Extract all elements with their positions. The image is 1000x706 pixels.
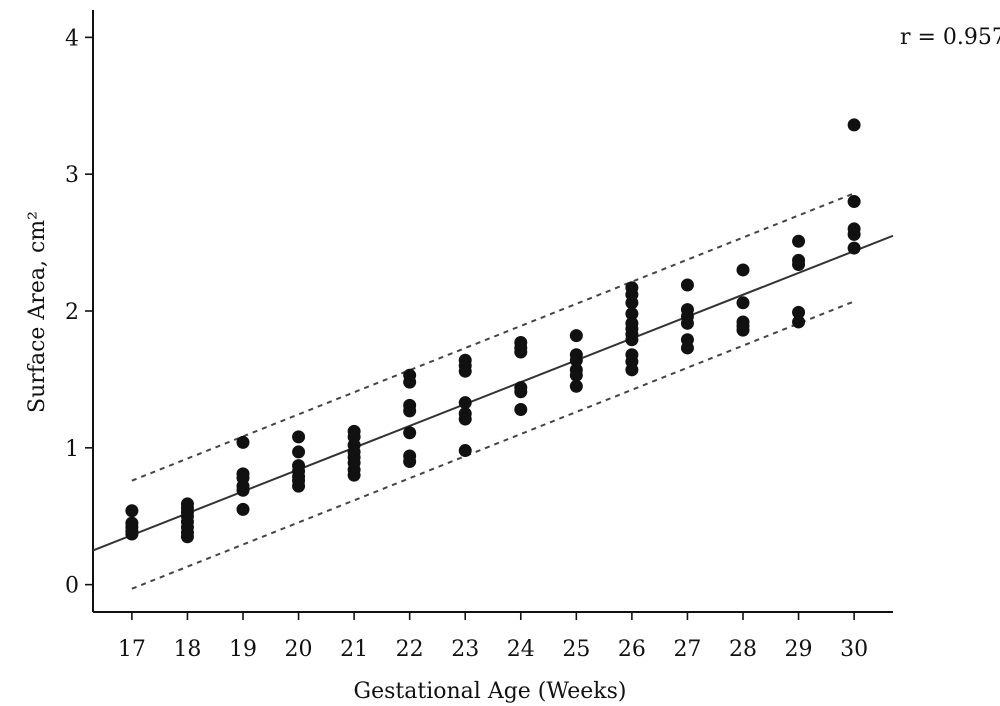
data-point (514, 385, 528, 399)
regression-line (92, 234, 894, 552)
x-tick-label: 29 (785, 637, 813, 662)
y-tick-label: 1 (65, 437, 79, 462)
data-point (847, 227, 861, 241)
regression-lines (92, 192, 894, 590)
x-tick-label: 25 (562, 637, 590, 662)
y-tick-label: 3 (65, 163, 79, 188)
data-point (514, 345, 528, 359)
x-tick-label: 19 (229, 637, 257, 662)
data-point (236, 435, 250, 449)
data-point (569, 329, 583, 343)
data-point (625, 307, 639, 321)
data-point (458, 364, 472, 378)
data-point (847, 241, 861, 255)
data-point (736, 296, 750, 310)
x-tick-label: 23 (451, 637, 479, 662)
data-point (625, 363, 639, 377)
data-point (292, 445, 306, 459)
y-axis-title: Surface Area, cm² (25, 211, 50, 413)
data-point (736, 323, 750, 337)
x-axis-title: Gestational Age (Weeks) (354, 679, 627, 704)
data-point (292, 430, 306, 444)
x-tick-label: 30 (840, 637, 868, 662)
data-point (792, 257, 806, 271)
data-point (403, 426, 417, 440)
data-point (403, 404, 417, 418)
data-point (125, 527, 139, 541)
data-point (847, 118, 861, 132)
data-point (514, 403, 528, 417)
x-tick-label: 20 (285, 637, 313, 662)
y-ticks: 0 1 2 3 4 (65, 26, 93, 599)
x-tick-label: 17 (118, 637, 146, 662)
data-points (125, 118, 861, 544)
data-point (458, 396, 472, 410)
data-point (458, 444, 472, 458)
plot-frame (92, 10, 893, 613)
data-point (403, 375, 417, 389)
data-point (569, 379, 583, 393)
data-point (403, 455, 417, 468)
data-point (569, 353, 583, 367)
data-point (792, 305, 806, 319)
data-point (625, 296, 639, 310)
data-point (625, 333, 639, 347)
x-tick-label: 24 (507, 637, 535, 662)
data-point (847, 195, 861, 209)
correlation-annotation: r = 0.957 (900, 25, 1000, 50)
data-point (125, 504, 139, 518)
data-point (736, 263, 750, 277)
x-ticks: 17 18 19 20 21 22 23 24 25 26 27 28 29 30 (118, 612, 868, 662)
x-tick-label: 18 (173, 637, 201, 662)
data-point (347, 468, 361, 482)
data-point (680, 278, 694, 292)
x-tick-label: 27 (673, 637, 701, 662)
y-tick-label: 0 (65, 574, 79, 599)
data-point (292, 479, 306, 493)
x-tick-label: 21 (340, 637, 368, 662)
x-tick-label: 28 (729, 637, 757, 662)
x-tick-label: 26 (618, 637, 646, 662)
x-tick-label: 22 (396, 637, 424, 662)
data-point (792, 234, 806, 248)
data-point (458, 412, 472, 426)
y-tick-label: 2 (65, 300, 79, 325)
data-point (180, 530, 194, 544)
data-point (792, 315, 806, 329)
data-point (680, 341, 694, 355)
data-point (569, 368, 583, 382)
data-point (236, 502, 250, 516)
data-point (236, 483, 250, 497)
y-tick-label: 4 (65, 26, 79, 51)
data-point (680, 316, 694, 330)
